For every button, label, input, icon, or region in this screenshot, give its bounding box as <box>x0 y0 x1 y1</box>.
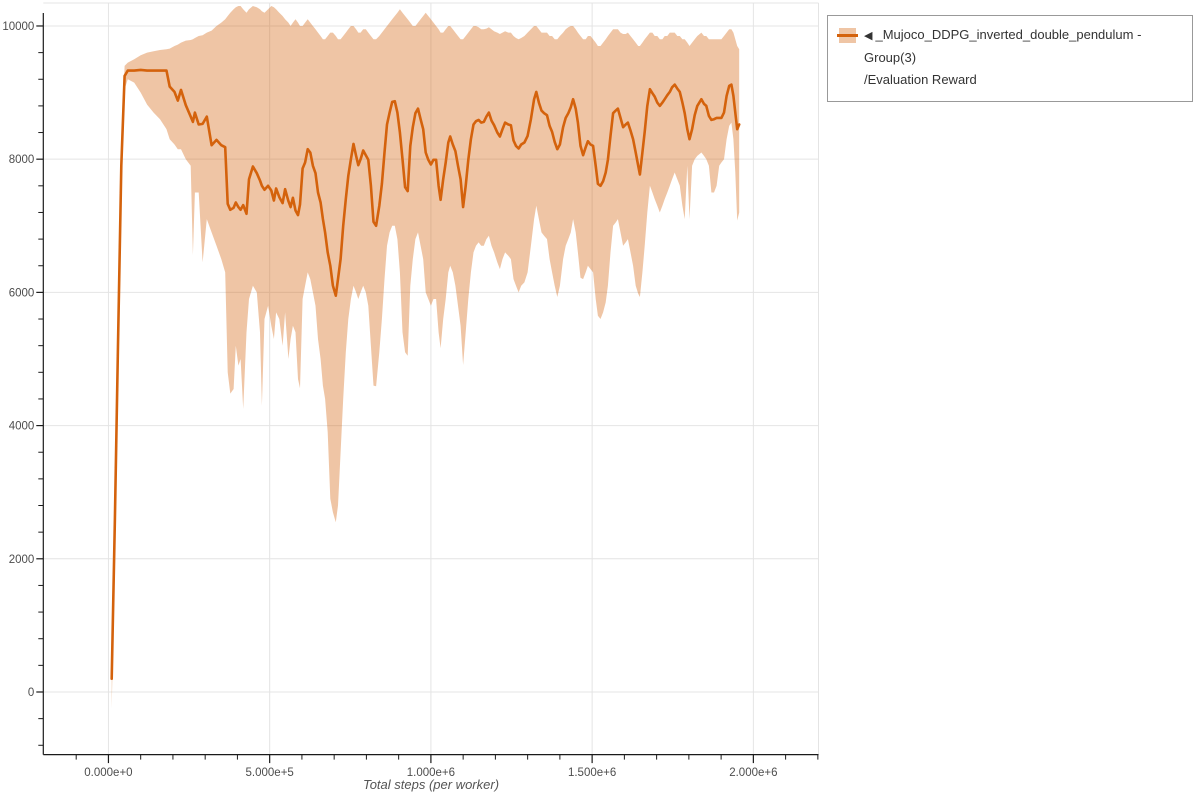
confidence-band <box>111 6 740 709</box>
y-tick-label: 8000 <box>9 154 35 166</box>
legend-swatch <box>837 28 858 43</box>
mean-line <box>110 68 741 680</box>
y-tick-label: 2000 <box>9 554 35 566</box>
x-tick-label: 0.000e+0 <box>84 767 132 779</box>
legend-item[interactable]: ◀ _Mujoco_DDPG_inverted_double_pendulum -… <box>864 24 1182 91</box>
x-tick-label: 1.500e+6 <box>568 767 616 779</box>
collapse-triangle-icon[interactable]: ◀ <box>864 30 873 42</box>
legend-box[interactable]: ◀ _Mujoco_DDPG_inverted_double_pendulum -… <box>827 15 1193 102</box>
x-tick-label: 1.000e+6 <box>407 767 455 779</box>
y-axis: 0 2000 4000 6000 8000 10000 <box>2 13 44 755</box>
y-tick-label: 0 <box>28 687 34 699</box>
x-axis: 0.000e+0 5.000e+5 1.000e+6 1.500e+6 2.000e+6 <box>43 753 819 779</box>
x-tick-label: 5.000e+5 <box>246 767 294 779</box>
y-tick-label: 4000 <box>9 421 35 433</box>
x-axis-title: Total steps (per worker) <box>363 777 499 792</box>
legend-metric-name: /Evaluation Reward <box>864 72 977 87</box>
y-tick-label: 10000 <box>2 21 34 33</box>
y-tick-label: 6000 <box>9 287 35 299</box>
gridlines <box>43 2 819 755</box>
x-tick-label: 2.000e+6 <box>729 767 777 779</box>
legend-swatch-line <box>837 34 858 37</box>
legend-series-name: _Mujoco_DDPG_inverted_double_pendulum - … <box>864 27 1142 65</box>
plot-area <box>110 6 741 709</box>
